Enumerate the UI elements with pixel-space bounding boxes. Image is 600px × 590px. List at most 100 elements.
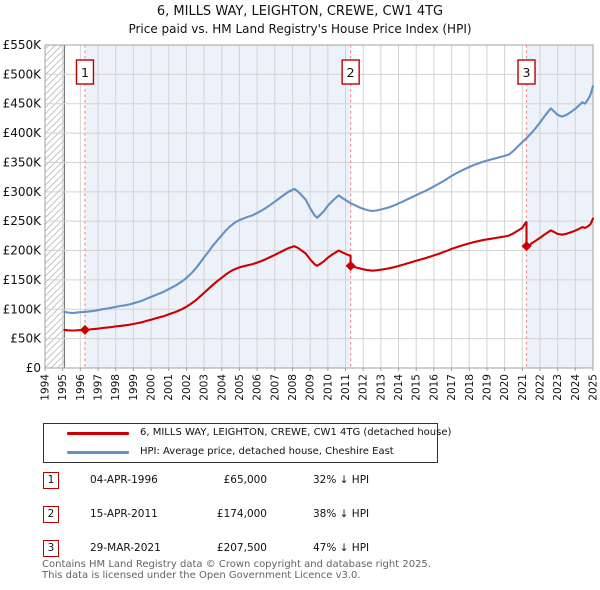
transaction-2-date: 15-APR-2011	[90, 508, 158, 520]
transaction-2-price: £174,000	[216, 508, 267, 520]
page-subtitle: Price paid vs. HM Land Registry's House …	[128, 22, 472, 36]
x-axis-label: 2011	[340, 374, 352, 401]
no-data-hatch	[44, 120, 65, 141]
y-axis-label: £200K	[3, 244, 43, 258]
no-data-hatch	[44, 107, 65, 128]
x-axis-label: 2017	[446, 374, 458, 401]
ownership-shade-2	[526, 45, 593, 368]
y-axis-label: £500K	[3, 67, 43, 81]
license-footer-line1: Contains HM Land Registry data © Crown c…	[42, 559, 431, 570]
x-axis-label: 2025	[588, 374, 600, 401]
x-axis-label: 1996	[75, 374, 87, 401]
transaction-3-hpi-diff: 47% ↓ HPI	[313, 542, 370, 554]
legend-item-property: 6, MILLS WAY, LEIGHTON, CREWE, CW1 4TG (…	[44, 424, 451, 443]
x-axis-label: 2019	[481, 374, 493, 401]
no-data-hatch	[44, 256, 65, 277]
y-axis-label: £300K	[3, 185, 43, 199]
sale-marker-label-3: 3	[523, 65, 531, 80]
no-data-hatch	[44, 178, 65, 199]
transaction-3-date: 29-MAR-2021	[90, 542, 161, 554]
y-axis-label: £0	[26, 361, 41, 375]
transaction-row-3: 3 29-MAR-2021 £207,500 47% ↓ HPI	[0, 540, 600, 558]
no-data-hatch	[44, 48, 65, 69]
ownership-shade-1	[84, 45, 351, 368]
no-data-hatch	[44, 100, 65, 121]
y-axis-label: £250K	[3, 214, 43, 228]
no-data-hatch	[44, 165, 65, 186]
no-data-hatch	[44, 302, 65, 323]
sale-diamond-1	[79, 324, 90, 335]
no-data-hatch	[44, 341, 65, 362]
x-axis-label: 2004	[216, 374, 228, 401]
x-axis-label: 2007	[269, 374, 281, 401]
transaction-2-hpi-diff: 38% ↓ HPI	[313, 508, 370, 520]
page-title: 6, MILLS WAY, LEIGHTON, CREWE, CW1 4TG	[156, 4, 444, 19]
no-data-hatch	[44, 44, 63, 63]
legend-label-property: 6, MILLS WAY, LEIGHTON, CREWE, CW1 4TG (…	[140, 427, 452, 438]
no-data-hatch	[44, 55, 65, 76]
chart-legend: 6, MILLS WAY, LEIGHTON, CREWE, CW1 4TG (…	[43, 423, 451, 463]
x-axis-label: 2021	[517, 374, 529, 401]
x-axis-label: 2005	[234, 374, 246, 401]
no-data-hatch	[44, 308, 65, 329]
no-data-hatch	[44, 139, 65, 160]
x-axis-label: 2013	[375, 374, 387, 401]
y-axis-label: £350K	[3, 155, 43, 169]
no-data-hatch	[44, 191, 65, 212]
transaction-3-price: £207,500	[216, 542, 267, 554]
x-axis-label: 2008	[287, 374, 299, 401]
property-line-swatch	[67, 432, 129, 435]
sale-marker-box-1	[75, 59, 95, 85]
legend-label-hpi: HPI: Average price, detached house, Ches…	[140, 446, 394, 457]
transaction-row-1: 1 04-APR-1996 £65,000 32% ↓ HPI	[0, 472, 600, 490]
no-data-hatch	[44, 44, 50, 50]
x-axis-label: 2002	[181, 374, 193, 401]
x-axis-label: 2015	[411, 374, 423, 401]
license-footer-line2: This data is licensed under the Open Gov…	[42, 570, 361, 581]
no-data-hatch	[44, 295, 65, 316]
transaction-1-price: £65,000	[223, 474, 267, 486]
y-axis-label: £50K	[10, 332, 42, 346]
x-axis-label: 1994	[40, 374, 52, 401]
no-data-hatch	[44, 243, 65, 264]
y-axis-label: £100K	[3, 302, 43, 316]
transaction-1-date: 04-APR-1996	[90, 474, 158, 486]
transaction-1-hpi-diff: 32% ↓ HPI	[313, 474, 370, 486]
y-axis-label: £550K	[3, 38, 43, 52]
no-data-hatch	[44, 289, 65, 310]
sale-marker-label-1: 1	[81, 65, 89, 80]
x-axis-label: 2018	[464, 374, 476, 401]
no-data-hatch	[44, 185, 65, 206]
no-data-hatch	[44, 87, 65, 108]
x-axis-label: 2014	[393, 374, 405, 401]
no-data-hatch	[44, 198, 65, 219]
price-chart[interactable]: 1 2 3 £0 £50K £100K £150K £200K £250K £300K £350K £…	[0, 0, 600, 418]
transaction-3-marker: 3	[43, 540, 59, 557]
x-axis-label: 1997	[93, 374, 105, 401]
sale-diamond-2	[345, 260, 356, 271]
no-data-hatch	[44, 237, 65, 258]
no-data-hatch	[44, 44, 56, 56]
no-data-hatch	[44, 315, 65, 336]
transaction-row-2: 2 15-APR-2011 £174,000 38% ↓ HPI	[0, 506, 600, 524]
transaction-1-marker: 1	[43, 472, 59, 489]
x-axis-label: 2012	[358, 374, 370, 401]
x-axis-label: 2001	[163, 374, 175, 401]
no-data-hatch	[44, 126, 65, 147]
no-data-hatch	[44, 113, 65, 134]
hpi-line-swatch	[67, 451, 129, 454]
x-axis-label: 2023	[552, 374, 564, 401]
x-axis-label: 2000	[146, 374, 158, 401]
sale-marker-box-2	[341, 59, 360, 85]
no-data-hatch	[44, 172, 65, 193]
x-axis-label: 2006	[252, 374, 264, 401]
no-data-hatch	[44, 250, 65, 271]
x-axis-label: 2020	[499, 374, 511, 401]
x-axis-label: 2016	[428, 374, 440, 401]
y-axis-label: £450K	[3, 97, 43, 111]
x-axis-label: 2022	[534, 374, 546, 401]
x-axis-label: 1998	[110, 374, 122, 401]
property-price-line	[63, 217, 595, 332]
no-data-hatch	[44, 94, 65, 115]
